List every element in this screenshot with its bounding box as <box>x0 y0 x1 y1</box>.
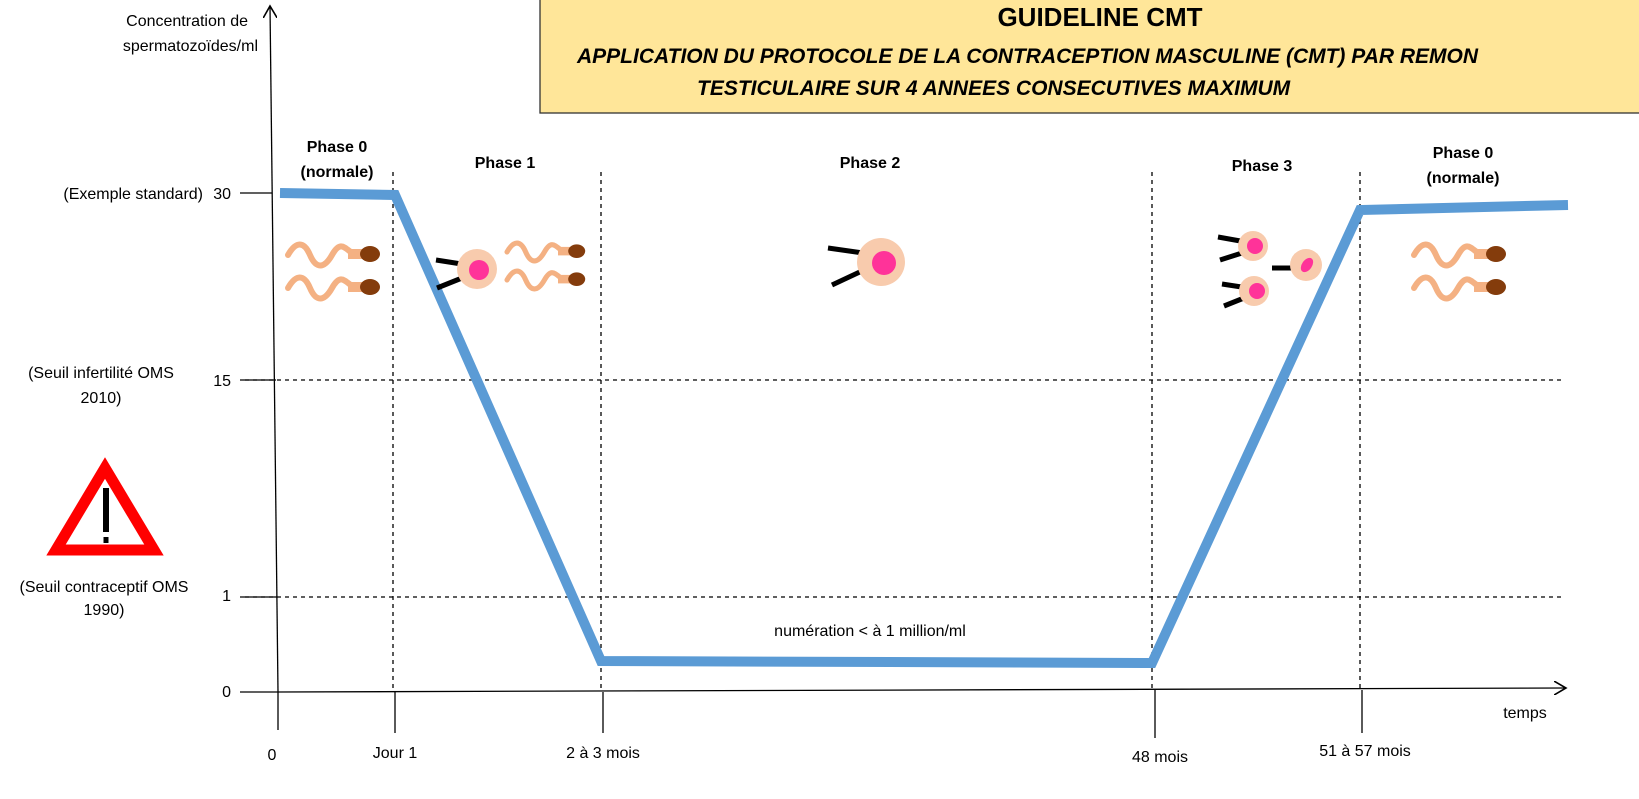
phase-labels: Phase 0 (normale) Phase 1 Phase 2 Phase … <box>301 139 1500 187</box>
x-tick-label: 48 mois <box>1132 749 1188 766</box>
sperm-icons-part-part <box>1414 278 1478 299</box>
sperm-icons-part-part <box>1486 279 1506 295</box>
sperm-icons-part <box>1414 278 1506 299</box>
y-axis-title: Concentration de <box>126 13 248 30</box>
x-tick-label: 2 à 3 mois <box>566 745 640 762</box>
cell-icons-part <box>872 251 896 275</box>
warning-icon <box>56 468 154 550</box>
phase-label: Phase 2 <box>840 155 901 172</box>
sperm-icons-part <box>507 243 585 261</box>
sperm-icons-part-part <box>1486 246 1506 262</box>
sperm-icons-part-part <box>360 279 380 295</box>
y-tick-label: 30 <box>213 186 231 203</box>
y-axis-title: spermatozoïdes/ml <box>123 38 258 55</box>
y-axis-labels: Concentration de spermatozoïdes/ml 30 (E… <box>20 13 258 701</box>
phase-label: Phase 0 <box>1433 145 1494 162</box>
x-tick-label: 51 à 57 mois <box>1319 743 1411 760</box>
sperm-icons-part <box>288 278 380 299</box>
diagram: GUIDELINE CMT APPLICATION DU PROTOCOLE D… <box>0 0 1639 799</box>
y-tick-label: 0 <box>222 684 231 701</box>
annotation: numération < à 1 million/ml <box>774 623 966 640</box>
y-tick-note: 2010) <box>81 390 122 407</box>
x-axis-title: temps <box>1503 705 1547 722</box>
y-tick-note: (Seuil infertilité OMS <box>28 365 174 382</box>
sperm-icons-part <box>288 245 380 266</box>
x-tick-label: 0 <box>268 747 277 764</box>
sperm-icons-part-part <box>288 245 352 266</box>
cell-icons-part <box>1249 283 1265 299</box>
subtitle: APPLICATION DU PROTOCOLE DE LA CONTRACEP… <box>576 45 1479 68</box>
page: GUIDELINE CMT APPLICATION DU PROTOCOLE D… <box>0 0 1639 799</box>
y-tick-note: (Exemple standard) <box>63 186 203 203</box>
cell-icons-part <box>1224 298 1244 306</box>
sperm-icons-part-part <box>507 271 561 289</box>
guides <box>245 172 1565 692</box>
sperm-icons-part-part <box>507 243 561 261</box>
x-axis <box>278 688 1566 692</box>
cell-icons-part <box>1220 253 1242 260</box>
cell-icons-part <box>469 260 489 280</box>
header: GUIDELINE CMT APPLICATION DU PROTOCOLE D… <box>540 0 1639 113</box>
x-axis-labels: 0 Jour 1 2 à 3 mois 48 mois 51 à 57 mois… <box>268 705 1547 766</box>
phase-label: (normale) <box>1427 170 1500 187</box>
phase-label: (normale) <box>301 164 374 181</box>
phase-label: Phase 3 <box>1232 158 1293 175</box>
sperm-icons-part-part <box>1414 245 1478 266</box>
y-axis <box>270 6 278 692</box>
cell-icons-part <box>437 278 462 288</box>
y-tick-label: 15 <box>213 373 231 390</box>
sperm-icons-part-part <box>288 278 352 299</box>
sperm-icons-part <box>507 271 585 289</box>
cell-icons-part <box>1247 238 1263 254</box>
title: GUIDELINE CMT <box>997 2 1202 32</box>
cell-icons <box>436 231 1322 306</box>
sperm-icons-part-part <box>568 272 585 286</box>
y-tick-label: 1 <box>222 588 231 605</box>
phase-label: Phase 0 <box>307 139 368 156</box>
x-tick-label: Jour 1 <box>373 745 418 762</box>
y-tick-note: 1990) <box>84 602 125 619</box>
y-tick-note: (Seuil contraceptif OMS <box>20 579 189 596</box>
sperm-icons-part <box>1414 245 1506 266</box>
sperm-icons-part-part <box>360 246 380 262</box>
cell-icons-part <box>832 270 864 285</box>
phase-label: Phase 1 <box>475 155 536 172</box>
subtitle: TESTICULAIRE SUR 4 ANNEES CONSECUTIVES M… <box>697 77 1291 100</box>
sperm-icons-part-part <box>568 244 585 258</box>
